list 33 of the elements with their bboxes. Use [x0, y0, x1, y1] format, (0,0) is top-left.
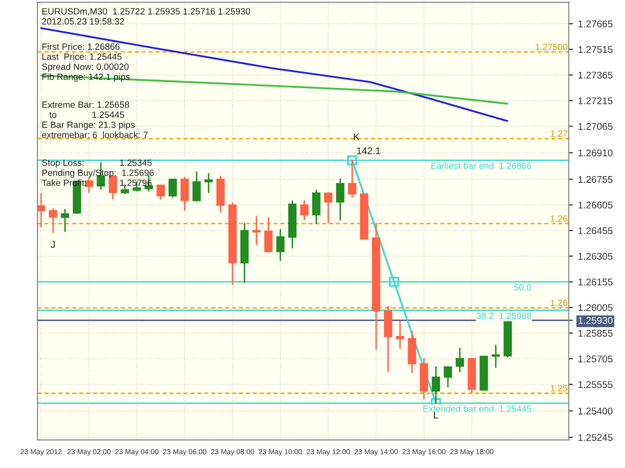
annotation: 1.27500	[536, 44, 568, 50]
y-tick-label: 1.26910	[578, 149, 613, 156]
y-tick-label: 1.25400	[578, 408, 613, 414]
y-tick-label: 1.26155	[578, 278, 613, 286]
y-tick-label: 1.26455	[578, 227, 613, 234]
annotation: 1.26	[550, 215, 568, 222]
y-tick-label: 1.26005	[578, 304, 613, 312]
y-tick-label: 1.25245	[578, 434, 613, 441]
y-tick-label: 1.27665	[578, 20, 613, 28]
annotation: Extreme Bar: 1.25658 to 1.25445 E Bar Range: 21.3 pips extremebar: 6 lookback: 7	[42, 101, 148, 138]
annotation: EURUSDm,M30 1.25722 1.25935 1.25716 1.25930 2012.05.23 19:58:32	[42, 8, 250, 25]
y-tick-label: 1.25855	[578, 330, 613, 337]
y-tick-label: 1.25705	[578, 355, 613, 362]
annotation: 1.25	[550, 385, 568, 392]
y-tick-label: 1.27515	[578, 46, 613, 53]
y-tick-label: 1.27365	[578, 72, 613, 79]
y-tick-label: 1.26755	[578, 176, 613, 183]
y-tick-label: 1.27065	[578, 123, 613, 130]
y-tick-label: 1.25555	[578, 381, 613, 388]
y-tick-label: 1.25930	[578, 317, 613, 324]
annotation: L	[434, 412, 438, 419]
y-tick-label: 1.26605	[578, 202, 613, 209]
y-tick-label: 1.27215	[578, 97, 613, 104]
annotation: Extended bar end 1.25445	[423, 405, 532, 412]
y-tick-label: 1.26305	[578, 252, 613, 260]
annotation: J	[50, 241, 55, 248]
annotation: Earliest bar end 1.26866	[431, 162, 532, 169]
annotation: 38.2 1.25988	[476, 312, 532, 320]
annotation: 1.26	[550, 300, 568, 306]
annotation: 1.27	[550, 130, 568, 137]
annotation: 142.1	[357, 147, 380, 154]
annotation: 50.0	[514, 284, 532, 291]
annotation: K	[354, 134, 360, 140]
